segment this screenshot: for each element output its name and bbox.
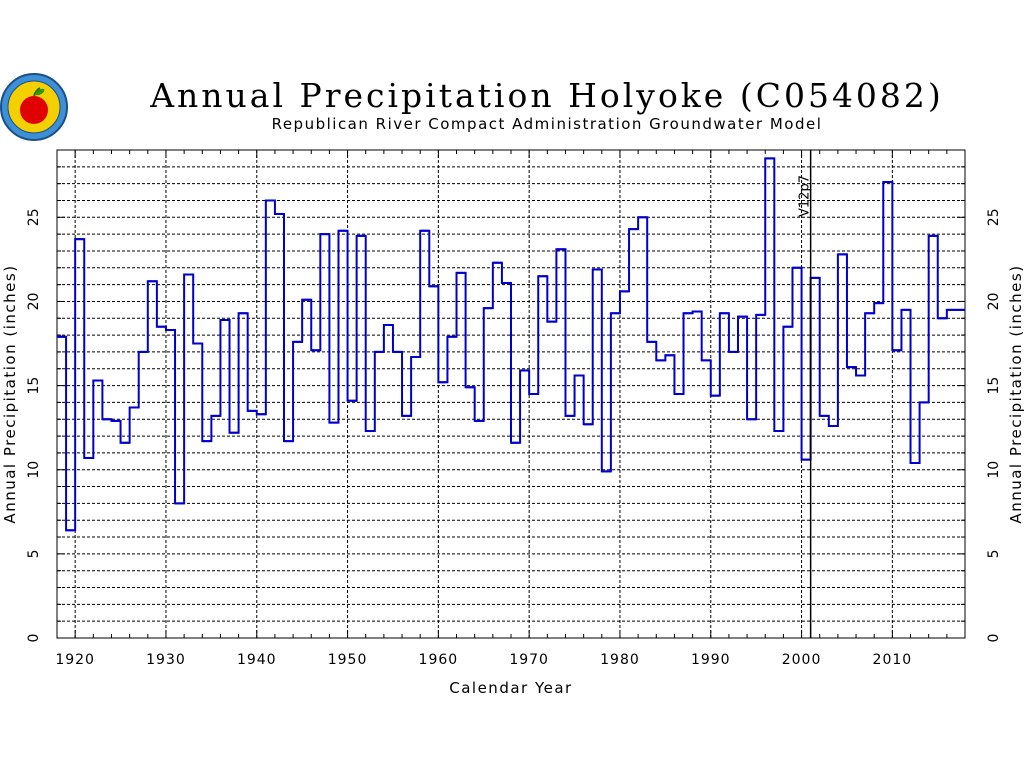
x-tick-labels: 1920 1930 1940 1950 1960 1970 1980 1990 2000 2010 xyxy=(55,652,913,668)
x-tick-label: 1990 xyxy=(691,652,731,668)
y-tick-label-right: 20 xyxy=(986,293,1002,311)
agency-seal-logo xyxy=(0,73,68,141)
x-tick-label: 1950 xyxy=(328,652,368,668)
axis-ticks xyxy=(56,150,966,638)
x-tick-label: 1980 xyxy=(600,652,640,668)
marker-label: V12p7 xyxy=(798,175,813,217)
y-tick-labels-right: 0 5 10 15 20 25 xyxy=(986,208,1002,642)
y-tick-label-right: 10 xyxy=(986,461,1002,479)
y-tick-label-right: 15 xyxy=(986,377,1002,395)
grid-lines xyxy=(57,150,965,638)
series-precipitation xyxy=(57,157,965,532)
x-tick-label: 1930 xyxy=(146,652,186,668)
x-tick-label: 1920 xyxy=(55,652,95,668)
y-axis-label-right: Annual Precipitation (inches) xyxy=(1007,264,1024,523)
y-tick-label-left: 25 xyxy=(26,208,42,226)
chart-title: Annual Precipitation Holyoke (C054082) xyxy=(149,76,944,115)
y-tick-label-left: 15 xyxy=(26,377,42,395)
y-tick-label-right: 25 xyxy=(986,208,1002,226)
y-tick-label-left: 0 xyxy=(26,634,42,643)
x-tick-label: 2010 xyxy=(873,652,913,668)
chart-subtitle: Republican River Compact Administration … xyxy=(272,115,823,133)
y-tick-label-right: 5 xyxy=(986,549,1002,558)
y-tick-label-left: 10 xyxy=(26,461,42,479)
x-tick-label: 1970 xyxy=(509,652,549,668)
x-tick-label: 2000 xyxy=(782,652,822,668)
x-tick-label: 1940 xyxy=(237,652,277,668)
y-tick-label-left: 5 xyxy=(26,549,42,558)
version-marker: V12p7 xyxy=(798,150,813,638)
y-tick-label-right: 0 xyxy=(986,634,1002,643)
x-axis-label: Calendar Year xyxy=(449,679,572,697)
y-axis-label-left: Annual Precipitation (inches) xyxy=(1,264,19,523)
x-tick-label: 1960 xyxy=(419,652,459,668)
y-tick-label-left: 20 xyxy=(26,293,42,311)
y-tick-labels-left: 0 5 10 15 20 25 xyxy=(26,208,42,642)
